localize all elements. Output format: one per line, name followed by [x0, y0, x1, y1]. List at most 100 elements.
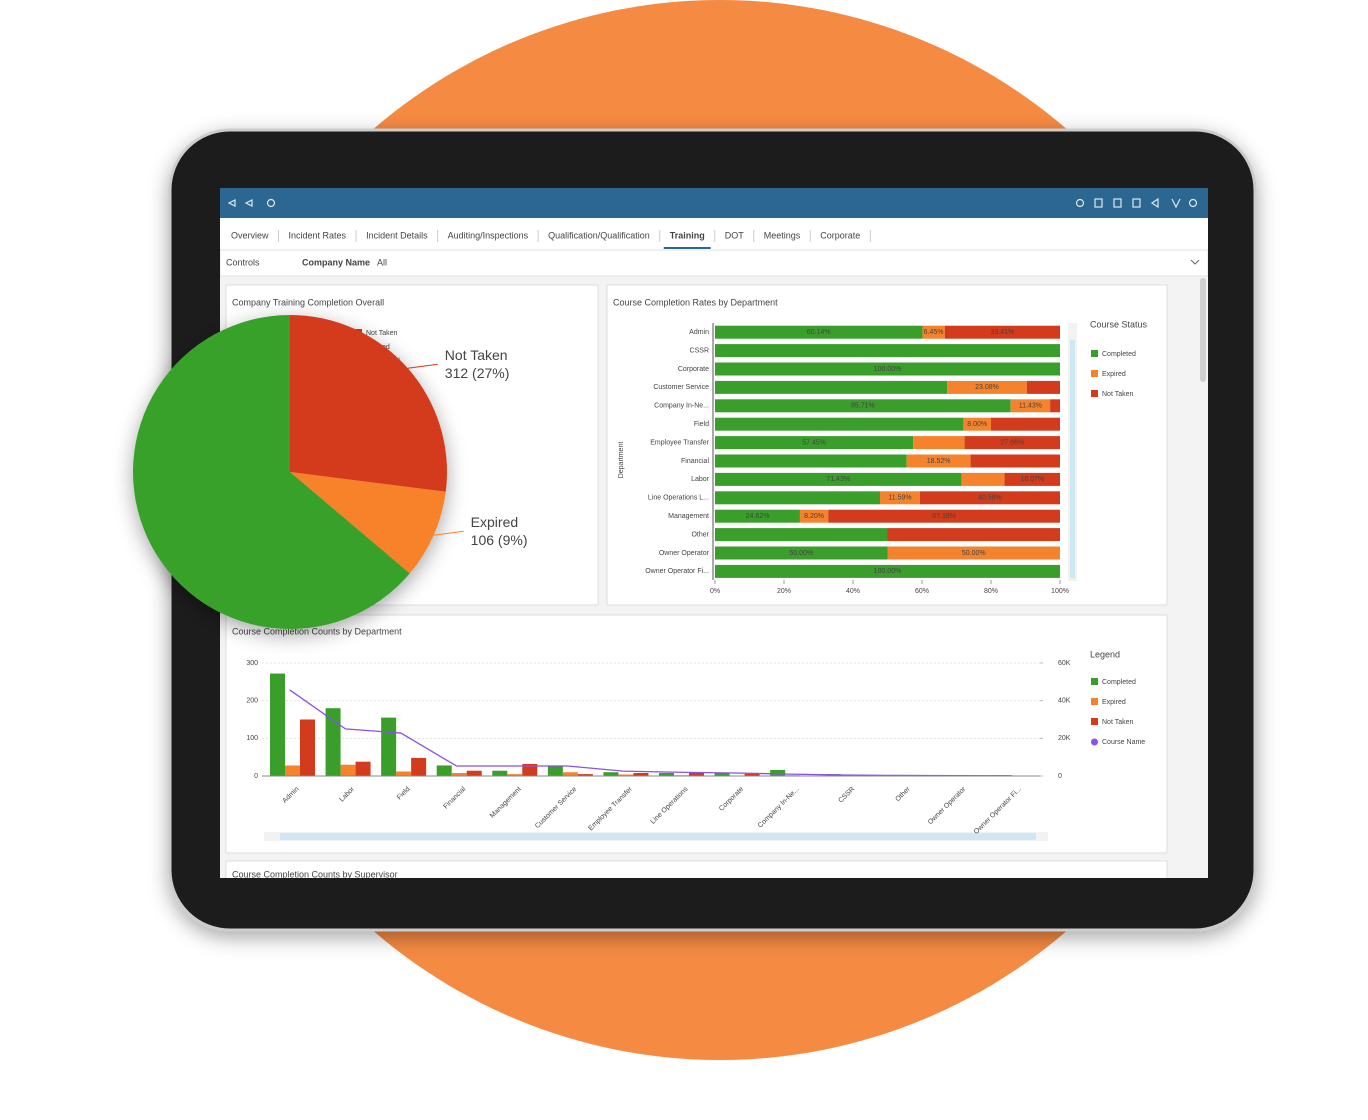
y-tick-label: CSSR: [690, 347, 709, 354]
data-label: 85.71%: [851, 403, 875, 410]
bar-segment: [715, 362, 1060, 376]
y2-tick-label: 40K: [1058, 698, 1071, 705]
bar-segment: [970, 454, 1060, 468]
bar-segment: [1010, 399, 1051, 413]
nav-icon[interactable]: [227, 199, 253, 207]
tab[interactable]: Incident Details: [366, 230, 428, 240]
expand-icon[interactable]: [1190, 259, 1200, 265]
page-scrollbar[interactable]: [1200, 278, 1206, 382]
y-tick-label: Company In-Ne...: [654, 403, 709, 410]
pie-chart: [133, 315, 447, 629]
bar-segment: [799, 509, 829, 523]
bar-segment: [991, 417, 1060, 431]
pie-label: Not Taken: [445, 347, 508, 363]
legend-swatch: [1091, 390, 1098, 397]
y-tick-label: Labor: [691, 476, 710, 483]
x-tick-label: 0%: [710, 588, 720, 595]
data-label: 24.62%: [746, 513, 770, 520]
leader-line: [433, 530, 464, 536]
y-tick-label: 0: [254, 773, 258, 780]
pie-slice: [133, 315, 410, 629]
bar-segment: [715, 380, 948, 394]
bar-segment: [944, 325, 1060, 339]
icon[interactable]: [1075, 198, 1085, 208]
bar: [659, 772, 674, 776]
filter-name[interactable]: Company Name: [302, 257, 370, 267]
stacked-bar-chart: 0% 20% 40% 60% 80% 100% Admin 60.14% 6.45% 33.41%…: [645, 323, 1136, 595]
bar: [285, 765, 300, 776]
tab[interactable]: DOT: [725, 230, 745, 240]
bar: [562, 772, 578, 776]
filter-value[interactable]: All: [377, 257, 387, 267]
legend-label: Completed: [1102, 351, 1136, 358]
bar: [633, 772, 649, 776]
scrollbar[interactable]: [280, 833, 1036, 840]
tab[interactable]: Overview: [231, 230, 269, 240]
panel: [225, 614, 1168, 854]
bar-segment: [919, 491, 1060, 505]
icon[interactable]: [1171, 198, 1181, 209]
x-tick-label: 20%: [777, 588, 791, 595]
header-icons: [227, 197, 1198, 209]
tabs: Overview Incident Rates Incident Details Au…: [231, 230, 871, 249]
bar-segment: [963, 417, 991, 431]
bar-segment: [715, 399, 1011, 413]
bar-segment: [715, 417, 964, 431]
icon[interactable]: [1150, 197, 1159, 209]
data-label: 8.00%: [967, 421, 987, 428]
bar-segment: [715, 472, 962, 486]
line: [289, 689, 1013, 777]
y2-tick-label: 20K: [1058, 735, 1071, 742]
bar: [300, 719, 315, 776]
data-label: 11.43%: [1019, 403, 1042, 410]
bar: [577, 774, 593, 776]
y2-tick-label: 60K: [1058, 660, 1071, 667]
icon[interactable]: [1113, 198, 1122, 208]
panel-title: Course Completion Counts by Department: [232, 626, 402, 636]
data-label: 8.20%: [804, 513, 824, 520]
bar-segment: [947, 380, 1027, 394]
bar-segment: [828, 509, 1060, 523]
data-label: 18.52%: [927, 458, 951, 465]
bar: [492, 770, 508, 776]
y-tick-label: Line Operations L...: [648, 495, 709, 502]
legend-title: Legend: [1090, 649, 1120, 659]
icon[interactable]: [1132, 198, 1141, 208]
bar-segment: [715, 564, 1060, 578]
x-tick-label: 40%: [846, 588, 860, 595]
tab[interactable]: Training: [670, 230, 705, 240]
icon[interactable]: [1188, 198, 1198, 208]
bar-segment: [715, 325, 923, 339]
tab[interactable]: Meetings: [764, 230, 801, 240]
tab[interactable]: Corporate: [820, 230, 860, 240]
panel-title: Course Completion Counts by Supervisor: [232, 869, 398, 879]
legend-swatch: [1091, 718, 1098, 725]
bar-segment: [715, 546, 888, 560]
legend-label: Not Taken: [366, 330, 397, 337]
data-label: 23.08%: [975, 384, 999, 391]
y-tick-label: Field: [694, 421, 709, 428]
bar-segment: [715, 344, 1060, 358]
leader-line: [407, 363, 438, 369]
refresh-icon[interactable]: [266, 198, 276, 208]
data-label: 100.00%: [874, 568, 902, 575]
tab[interactable]: Auditing/Inspections: [448, 230, 529, 240]
scrollbar[interactable]: [1070, 340, 1075, 578]
bar-segment: [715, 454, 907, 468]
tab[interactable]: Incident Rates: [289, 230, 347, 240]
y-tick-label: Employee Transfer: [650, 439, 709, 446]
bar: [618, 774, 634, 776]
x-tick-label: 100%: [1051, 588, 1069, 595]
legend-label: Not Taken: [1102, 391, 1133, 398]
legend-label: Expired: [1102, 371, 1126, 378]
icon[interactable]: [1094, 198, 1103, 208]
legend-swatch: [1091, 698, 1098, 705]
y2-tick-label: 0: [1058, 773, 1062, 780]
y-tick-label: Owner Operator Fi...: [645, 568, 709, 575]
y-tick-label: Other: [691, 531, 709, 538]
bar: [411, 757, 427, 776]
tab[interactable]: Qualification/Qualification: [548, 230, 650, 240]
legend-label: Expired: [1102, 699, 1126, 706]
pie-value-label: 312 (27%): [445, 365, 510, 381]
